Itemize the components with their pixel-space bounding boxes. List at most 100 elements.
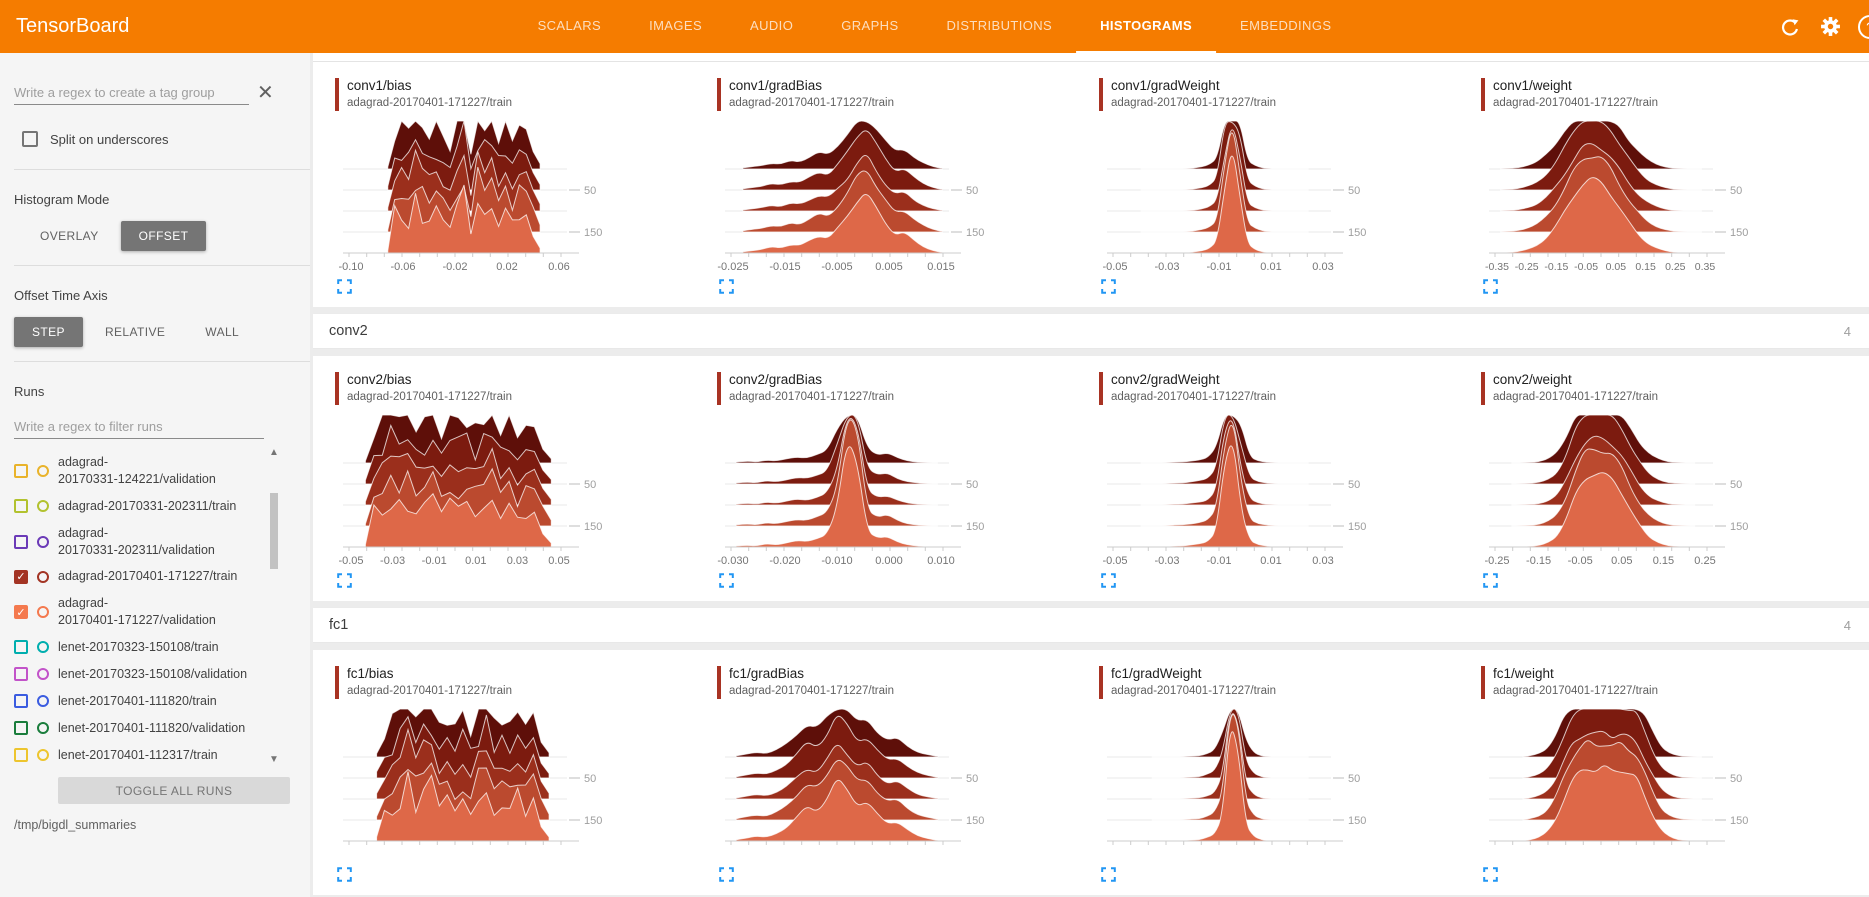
run-checkbox[interactable] xyxy=(14,721,28,736)
histogram-chart[interactable]: 50 150 xyxy=(335,705,655,859)
chart-title: conv1/gradWeight xyxy=(1111,78,1220,93)
run-color-circle[interactable] xyxy=(37,570,49,583)
run-list-item[interactable]: adagrad- 20170331-124221/validation xyxy=(14,449,296,493)
runs-label: Runs xyxy=(14,384,45,399)
run-color-circle[interactable] xyxy=(37,748,49,761)
expand-icon[interactable] xyxy=(719,867,735,883)
run-checkbox[interactable] xyxy=(14,463,28,478)
run-list-item[interactable]: lenet-20170401-112317/train xyxy=(14,742,296,768)
histogram-chart[interactable]: 50 150 -0.10 -0.06 -0.02 0.02 0.06 xyxy=(335,117,655,271)
card-header: conv1/weight adagrad-20170401-171227/trai… xyxy=(1481,78,1859,111)
chart-title: conv1/bias xyxy=(347,78,412,93)
run-list-item[interactable]: lenet-20170323-150108/validation xyxy=(14,661,296,688)
expand-icon[interactable] xyxy=(337,279,353,295)
run-list-item[interactable]: ✓ adagrad- 20170401-171227/validation xyxy=(14,590,296,634)
runs-scrollbar[interactable]: ▲ ▼ xyxy=(268,445,280,767)
run-checkbox[interactable] xyxy=(14,640,28,655)
run-color-circle[interactable] xyxy=(37,464,49,477)
svg-text:-0.06: -0.06 xyxy=(390,261,415,271)
run-color-circle[interactable] xyxy=(37,722,49,735)
wall-button[interactable]: WALL xyxy=(205,325,240,339)
svg-text:0.01: 0.01 xyxy=(1260,555,1281,565)
run-checkbox[interactable] xyxy=(14,534,28,549)
offset-button[interactable]: OFFSET xyxy=(120,221,207,251)
run-list-item[interactable]: lenet-20170401-111820/validation xyxy=(14,715,296,742)
run-color-circle[interactable] xyxy=(37,535,49,548)
expand-icon[interactable] xyxy=(719,279,735,295)
run-color-bar xyxy=(335,78,339,111)
expand-icon[interactable] xyxy=(719,573,735,589)
relative-button[interactable]: RELATIVE xyxy=(104,325,166,339)
runs-list: adagrad- 20170331-124221/validation adagra… xyxy=(14,445,296,767)
svg-text:150: 150 xyxy=(966,521,984,533)
clear-regex-icon[interactable]: ✕ xyxy=(257,82,274,104)
svg-text:150: 150 xyxy=(966,815,984,827)
run-checkbox[interactable] xyxy=(14,694,28,709)
run-list-item[interactable]: lenet-20170401-111820/train xyxy=(14,688,296,715)
histogram-chart[interactable]: 50 150 -0.030 -0.020 -0.010 0.000 0.010 xyxy=(717,411,1037,565)
help-icon[interactable]: ? xyxy=(1857,14,1869,40)
histogram-chart[interactable]: 50 150 xyxy=(1099,705,1419,859)
tag-group-header-conv2[interactable]: conv2 4 xyxy=(313,314,1869,349)
svg-text:-0.05: -0.05 xyxy=(1568,555,1593,565)
overlay-button[interactable]: OVERLAY xyxy=(40,229,99,243)
refresh-icon[interactable] xyxy=(1777,14,1803,40)
histogram-chart[interactable]: 50 150 xyxy=(1481,705,1801,859)
svg-text:50: 50 xyxy=(584,773,596,785)
tag-group-header-fc1[interactable]: fc1 4 xyxy=(313,608,1869,643)
expand-icon[interactable] xyxy=(337,573,353,589)
run-list-item[interactable]: adagrad-20170331-202311/train xyxy=(14,493,296,520)
tab-graphs[interactable]: GRAPHS xyxy=(841,18,899,33)
chart-title: conv1/weight xyxy=(1493,78,1572,93)
tag-regex-input[interactable] xyxy=(14,81,249,105)
histogram-chart[interactable]: 50 150 -0.05 -0.03 -0.01 0.01 0.03 xyxy=(1099,411,1419,565)
run-checkbox[interactable]: ✓ xyxy=(14,569,28,584)
tab-embeddings[interactable]: EMBEDDINGS xyxy=(1240,18,1332,33)
svg-text:-0.010: -0.010 xyxy=(821,555,852,565)
tab-distributions[interactable]: DISTRIBUTIONS xyxy=(946,18,1053,33)
histogram-chart[interactable]: 50 150 -0.25 -0.15 -0.05 0.05 0.15 0.25 xyxy=(1481,411,1801,565)
tab-images[interactable]: IMAGES xyxy=(649,18,703,33)
run-checkbox[interactable] xyxy=(14,499,28,514)
run-color-circle[interactable] xyxy=(37,668,49,681)
run-checkbox[interactable]: ✓ xyxy=(14,605,28,620)
expand-icon[interactable] xyxy=(1483,573,1499,589)
expand-icon[interactable] xyxy=(337,867,353,883)
run-color-bar xyxy=(1481,78,1485,111)
scroll-down-icon[interactable]: ▼ xyxy=(269,754,279,765)
run-color-circle[interactable] xyxy=(37,695,49,708)
expand-icon[interactable] xyxy=(1101,573,1117,589)
svg-text:150: 150 xyxy=(1730,227,1748,239)
tab-histograms[interactable]: HISTOGRAMS xyxy=(1076,0,1217,53)
run-color-circle[interactable] xyxy=(37,500,49,513)
run-list-item[interactable]: lenet-20170323-150108/train xyxy=(14,634,296,661)
card-grid: conv1/bias adagrad-20170401-171227/train 5… xyxy=(313,62,1869,307)
chart-run-label: adagrad-20170401-171227/train xyxy=(1111,390,1276,403)
expand-icon[interactable] xyxy=(1483,279,1499,295)
histogram-chart[interactable]: 50 150 -0.025 -0.015 -0.005 0.005 0.015 xyxy=(717,117,1037,271)
svg-text:50: 50 xyxy=(966,479,978,491)
run-checkbox[interactable] xyxy=(14,667,28,682)
run-checkbox[interactable] xyxy=(14,747,28,762)
run-list-item[interactable]: ✓ adagrad-20170401-171227/train xyxy=(14,563,296,590)
histogram-chart[interactable]: 50 150 -0.35 -0.25 -0.15 -0.05 0.05 0.15 0.25 0.3… xyxy=(1481,117,1801,271)
scrollbar-thumb[interactable] xyxy=(270,493,278,569)
histogram-chart[interactable]: 50 150 -0.05 -0.03 -0.01 0.01 0.03 xyxy=(1099,117,1419,271)
histogram-chart[interactable]: 50 150 xyxy=(717,705,1037,859)
expand-icon[interactable] xyxy=(1101,867,1117,883)
run-color-circle[interactable] xyxy=(37,641,49,654)
toggle-all-runs-button[interactable]: TOGGLE ALL RUNS xyxy=(58,777,290,804)
scroll-up-icon[interactable]: ▲ xyxy=(269,447,279,458)
run-list-item[interactable]: adagrad- 20170331-202311/validation xyxy=(14,520,296,564)
run-color-circle[interactable] xyxy=(37,606,49,619)
histogram-chart[interactable]: 50 150 -0.05 -0.03 -0.01 0.01 0.03 0.05 xyxy=(335,411,655,565)
settings-icon[interactable] xyxy=(1817,14,1843,40)
tab-scalars[interactable]: SCALARS xyxy=(537,18,602,33)
step-button[interactable]: STEP xyxy=(14,317,83,347)
expand-icon[interactable] xyxy=(1101,279,1117,295)
expand-icon[interactable] xyxy=(1483,867,1499,883)
scrolled-group-header-edge xyxy=(313,53,1869,62)
runs-regex-input[interactable] xyxy=(14,415,264,439)
split-underscores-checkbox[interactable] xyxy=(22,131,38,147)
tab-audio[interactable]: AUDIO xyxy=(750,18,794,33)
